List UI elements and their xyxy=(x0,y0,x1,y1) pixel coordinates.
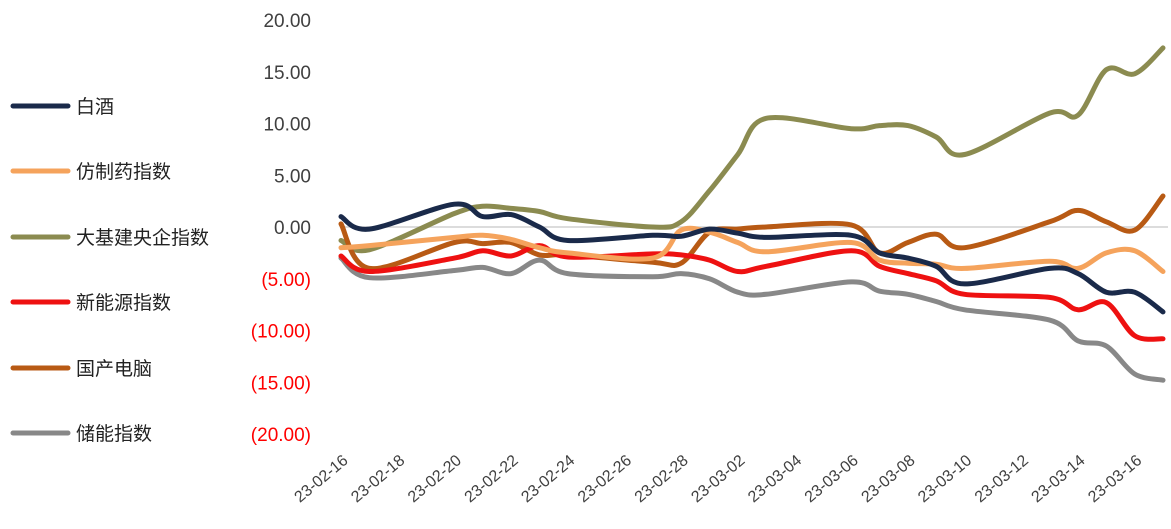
y-tick-label-1: 15.00 xyxy=(263,63,311,84)
series-line-4 xyxy=(338,193,1166,272)
x-tick-label-4: 23-02-24 xyxy=(518,452,578,506)
x-tick-label-8: 23-03-04 xyxy=(745,452,805,506)
legend-item-0: 白酒 xyxy=(10,96,114,118)
legend-item-3: 新能源指数 xyxy=(10,292,171,314)
y-tick-label-4: 0.00 xyxy=(274,218,311,239)
y-tick-label-5: (5.00) xyxy=(261,270,311,291)
series-line-2 xyxy=(338,45,1166,254)
legend-label-2: 大基建央企指数 xyxy=(76,227,209,249)
legend-label-5: 储能指数 xyxy=(76,423,152,445)
y-tick-label-7: (15.00) xyxy=(251,373,311,394)
x-tick-label-13: 23-03-14 xyxy=(1029,452,1089,506)
y-tick-label-3: 5.00 xyxy=(274,166,311,187)
series-line-1 xyxy=(338,225,1166,274)
x-tick-label-9: 23-03-06 xyxy=(802,452,862,506)
legend-item-2: 大基建央企指数 xyxy=(10,227,209,249)
series-line-0 xyxy=(338,201,1166,315)
y-tick-label-2: 10.00 xyxy=(263,115,311,136)
x-tick-label-10: 23-03-08 xyxy=(858,452,918,506)
x-tick-label-3: 23-02-22 xyxy=(462,452,522,506)
legend-label-4: 国产电脑 xyxy=(76,358,152,380)
legend-item-4: 国产电脑 xyxy=(10,358,152,380)
x-tick-label-11: 23-03-10 xyxy=(915,452,975,506)
y-tick-label-8: (20.00) xyxy=(251,425,311,446)
x-tick-label-14: 23-03-16 xyxy=(1085,452,1145,506)
plot-area xyxy=(338,45,1166,383)
series-line-5 xyxy=(338,255,1166,383)
x-tick-label-0: 23-02-16 xyxy=(292,452,352,506)
x-tick-label-5: 23-02-26 xyxy=(575,452,635,506)
legend-label-0: 白酒 xyxy=(76,96,114,118)
legend-item-1: 仿制药指数 xyxy=(10,161,171,183)
x-tick-label-6: 23-02-28 xyxy=(632,452,692,506)
y-tick-label-6: (10.00) xyxy=(251,322,311,343)
y-axis-tick-labels: 20.00 15.00 10.00 5.00 0.00 (5.00) (10.00) (15.… xyxy=(251,11,311,446)
y-tick-label-0: 20.00 xyxy=(263,11,311,32)
series-line-3 xyxy=(338,243,1166,342)
x-tick-label-1: 23-02-18 xyxy=(348,452,408,506)
legend-label-1: 仿制药指数 xyxy=(76,161,171,183)
x-tick-label-7: 23-03-02 xyxy=(688,452,748,506)
x-tick-label-12: 23-03-12 xyxy=(972,452,1032,506)
x-tick-label-2: 23-02-20 xyxy=(405,452,465,506)
legend-item-5: 储能指数 xyxy=(10,423,152,445)
legend-label-3: 新能源指数 xyxy=(76,292,171,314)
x-axis-tick-labels: 23-02-1623-02-1823-02-2023-02-2223-02-24… xyxy=(292,452,1146,506)
